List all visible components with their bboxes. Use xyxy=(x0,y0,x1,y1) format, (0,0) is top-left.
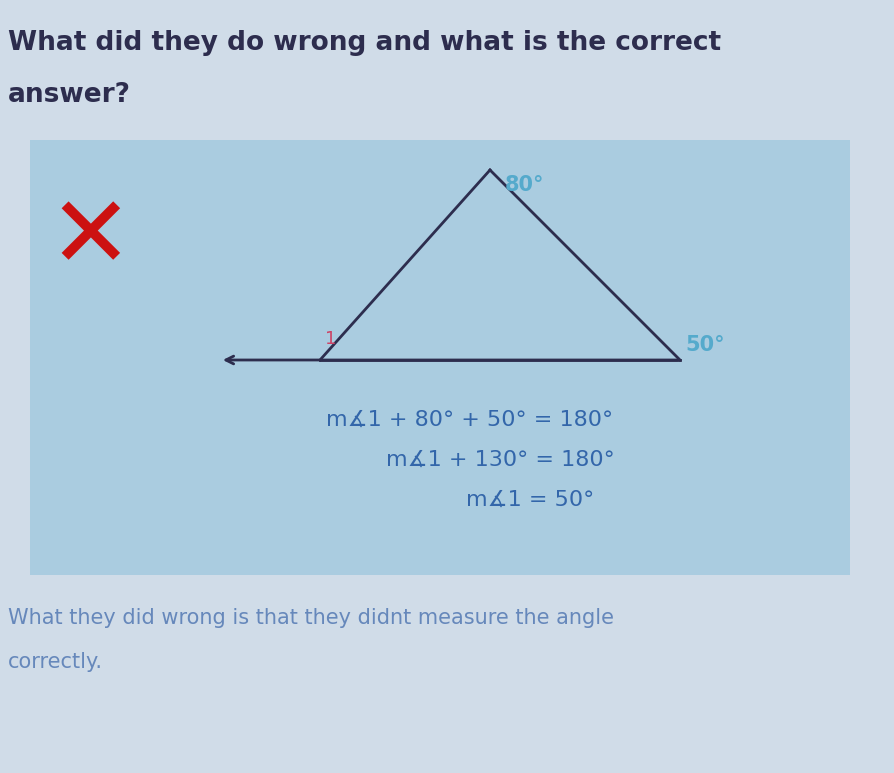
Text: correctly.: correctly. xyxy=(8,652,103,672)
Text: What did they do wrong and what is the correct: What did they do wrong and what is the c… xyxy=(8,30,721,56)
FancyBboxPatch shape xyxy=(30,140,850,575)
Text: 1: 1 xyxy=(325,330,336,348)
Text: 80°: 80° xyxy=(505,175,544,195)
Text: m∡1 + 80° + 50° = 180°: m∡1 + 80° + 50° = 180° xyxy=(326,410,613,430)
Text: answer?: answer? xyxy=(8,82,131,108)
Text: m∡1 = 50°: m∡1 = 50° xyxy=(466,490,595,510)
Text: ✕: ✕ xyxy=(48,192,132,288)
Text: 50°: 50° xyxy=(685,335,725,355)
Text: m∡1 + 130° = 180°: m∡1 + 130° = 180° xyxy=(385,450,614,470)
Text: What they did wrong is that they didnt measure the angle: What they did wrong is that they didnt m… xyxy=(8,608,614,628)
